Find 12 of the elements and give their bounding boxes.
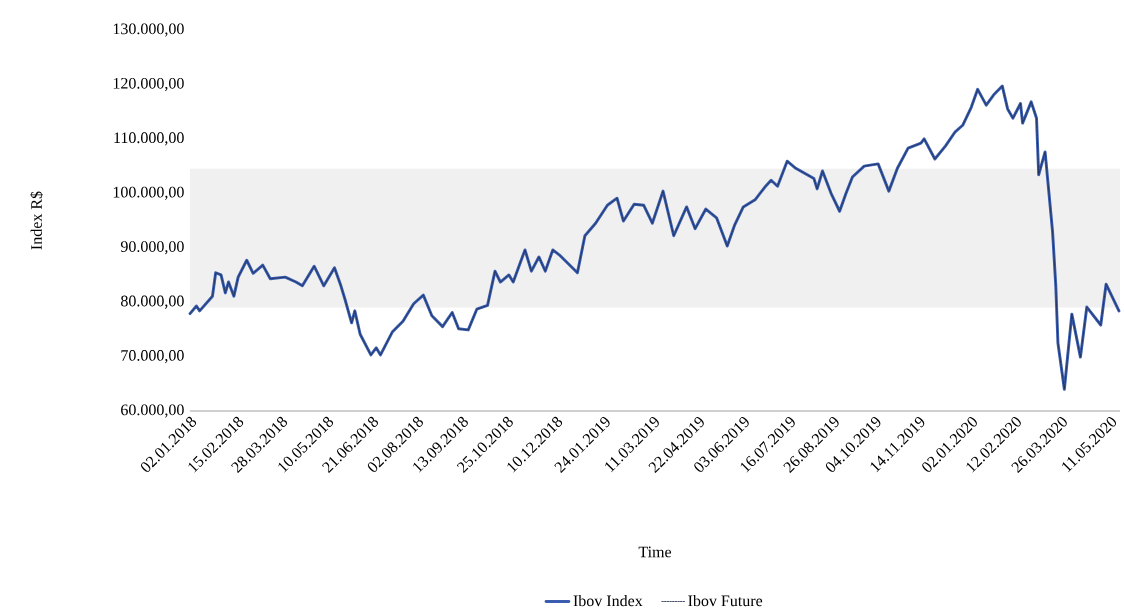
legend-label: Ibov Future — [688, 594, 763, 607]
y-tick-label: 70.000,00 — [121, 350, 184, 364]
y-axis-title: Index R$ — [30, 191, 43, 250]
y-tick-label: 120.000,00 — [113, 77, 184, 91]
y-tick-label: 110.000,00 — [114, 132, 184, 146]
y-tick-label: 100.000,00 — [113, 186, 184, 200]
y-tick-label: 90.000,00 — [120, 241, 184, 255]
y-tick-label: 80.000,00 — [121, 295, 184, 309]
y-tick-label: 130.000,00 — [113, 23, 184, 37]
x-axis-title: Time — [638, 546, 672, 558]
legend-label: Ibov Index — [573, 594, 643, 607]
y-tick-label: 60.000,00 — [121, 404, 184, 418]
